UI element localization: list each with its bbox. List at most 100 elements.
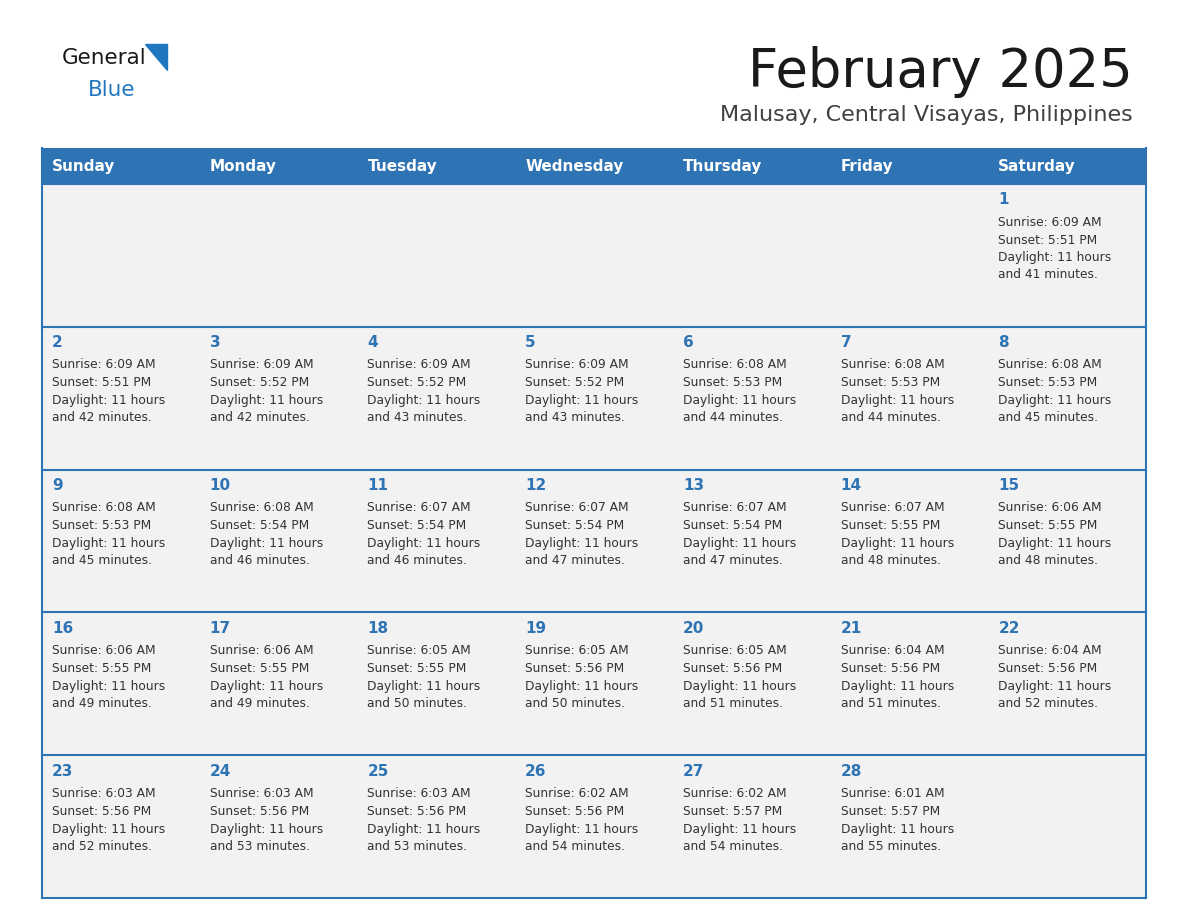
Text: Daylight: 11 hours: Daylight: 11 hours — [998, 252, 1112, 264]
Text: Sunrise: 6:03 AM: Sunrise: 6:03 AM — [210, 787, 314, 800]
Text: 9: 9 — [52, 478, 63, 493]
Text: Daylight: 11 hours: Daylight: 11 hours — [841, 537, 954, 550]
Bar — [42, 470, 1146, 612]
Text: Daylight: 11 hours: Daylight: 11 hours — [998, 537, 1112, 550]
Text: 17: 17 — [210, 621, 230, 636]
Bar — [42, 148, 1146, 184]
Text: and 51 minutes.: and 51 minutes. — [683, 697, 783, 710]
Text: Sunrise: 6:06 AM: Sunrise: 6:06 AM — [52, 644, 156, 657]
Text: and 49 minutes.: and 49 minutes. — [52, 697, 152, 710]
Text: and 48 minutes.: and 48 minutes. — [841, 554, 941, 567]
Text: Sunset: 5:56 PM: Sunset: 5:56 PM — [52, 805, 151, 818]
Text: Sunset: 5:54 PM: Sunset: 5:54 PM — [525, 519, 625, 532]
Text: and 52 minutes.: and 52 minutes. — [52, 840, 152, 853]
Text: Sunrise: 6:09 AM: Sunrise: 6:09 AM — [210, 358, 314, 371]
Text: February 2025: February 2025 — [748, 46, 1133, 98]
Text: and 44 minutes.: and 44 minutes. — [841, 411, 941, 424]
Text: 16: 16 — [52, 621, 74, 636]
Text: Daylight: 11 hours: Daylight: 11 hours — [52, 537, 165, 550]
Text: 19: 19 — [525, 621, 546, 636]
Text: 23: 23 — [52, 764, 74, 778]
Text: Daylight: 11 hours: Daylight: 11 hours — [367, 823, 481, 835]
Text: and 54 minutes.: and 54 minutes. — [525, 840, 625, 853]
Text: Sunrise: 6:04 AM: Sunrise: 6:04 AM — [998, 644, 1102, 657]
Text: Sunrise: 6:09 AM: Sunrise: 6:09 AM — [998, 216, 1102, 229]
Text: Sunrise: 6:02 AM: Sunrise: 6:02 AM — [683, 787, 786, 800]
Text: Thursday: Thursday — [683, 159, 763, 174]
Polygon shape — [145, 44, 168, 70]
Text: Sunrise: 6:07 AM: Sunrise: 6:07 AM — [841, 501, 944, 514]
Text: Sunrise: 6:05 AM: Sunrise: 6:05 AM — [367, 644, 472, 657]
Text: Sunrise: 6:09 AM: Sunrise: 6:09 AM — [367, 358, 472, 371]
Text: Daylight: 11 hours: Daylight: 11 hours — [683, 680, 796, 693]
Text: Daylight: 11 hours: Daylight: 11 hours — [998, 680, 1112, 693]
Text: and 53 minutes.: and 53 minutes. — [367, 840, 467, 853]
Text: Sunset: 5:52 PM: Sunset: 5:52 PM — [210, 376, 309, 389]
Text: Sunset: 5:55 PM: Sunset: 5:55 PM — [52, 662, 151, 675]
Text: Daylight: 11 hours: Daylight: 11 hours — [367, 537, 481, 550]
Text: and 41 minutes.: and 41 minutes. — [998, 268, 1098, 282]
Text: Daylight: 11 hours: Daylight: 11 hours — [210, 680, 323, 693]
Text: Daylight: 11 hours: Daylight: 11 hours — [683, 537, 796, 550]
Text: 28: 28 — [841, 764, 862, 778]
Text: Daylight: 11 hours: Daylight: 11 hours — [367, 680, 481, 693]
Text: and 45 minutes.: and 45 minutes. — [998, 411, 1098, 424]
Text: and 49 minutes.: and 49 minutes. — [210, 697, 310, 710]
Text: Sunset: 5:51 PM: Sunset: 5:51 PM — [52, 376, 151, 389]
Text: Sunset: 5:54 PM: Sunset: 5:54 PM — [367, 519, 467, 532]
Text: Sunday: Sunday — [52, 159, 115, 174]
Text: Daylight: 11 hours: Daylight: 11 hours — [998, 395, 1112, 408]
Text: and 47 minutes.: and 47 minutes. — [683, 554, 783, 567]
Text: 24: 24 — [210, 764, 232, 778]
Text: 11: 11 — [367, 478, 388, 493]
Text: 3: 3 — [210, 335, 220, 351]
Text: Daylight: 11 hours: Daylight: 11 hours — [52, 680, 165, 693]
Text: 8: 8 — [998, 335, 1009, 351]
Text: Sunrise: 6:03 AM: Sunrise: 6:03 AM — [52, 787, 156, 800]
Text: and 47 minutes.: and 47 minutes. — [525, 554, 625, 567]
Text: and 50 minutes.: and 50 minutes. — [525, 697, 625, 710]
Text: Sunrise: 6:09 AM: Sunrise: 6:09 AM — [52, 358, 156, 371]
Text: Daylight: 11 hours: Daylight: 11 hours — [210, 537, 323, 550]
Text: Sunrise: 6:08 AM: Sunrise: 6:08 AM — [841, 358, 944, 371]
Text: 5: 5 — [525, 335, 536, 351]
Text: Sunset: 5:54 PM: Sunset: 5:54 PM — [683, 519, 782, 532]
Text: Daylight: 11 hours: Daylight: 11 hours — [525, 537, 638, 550]
Text: Sunset: 5:51 PM: Sunset: 5:51 PM — [998, 233, 1098, 247]
Text: 20: 20 — [683, 621, 704, 636]
Text: Sunrise: 6:08 AM: Sunrise: 6:08 AM — [52, 501, 156, 514]
Text: and 42 minutes.: and 42 minutes. — [210, 411, 310, 424]
Text: Daylight: 11 hours: Daylight: 11 hours — [683, 395, 796, 408]
Text: Daylight: 11 hours: Daylight: 11 hours — [841, 395, 954, 408]
Text: Sunset: 5:55 PM: Sunset: 5:55 PM — [367, 662, 467, 675]
Text: Sunset: 5:53 PM: Sunset: 5:53 PM — [998, 376, 1098, 389]
Text: Sunset: 5:56 PM: Sunset: 5:56 PM — [841, 662, 940, 675]
Text: and 42 minutes.: and 42 minutes. — [52, 411, 152, 424]
Text: Sunrise: 6:07 AM: Sunrise: 6:07 AM — [525, 501, 628, 514]
Text: 26: 26 — [525, 764, 546, 778]
Text: and 52 minutes.: and 52 minutes. — [998, 697, 1098, 710]
Text: Sunset: 5:53 PM: Sunset: 5:53 PM — [683, 376, 782, 389]
Text: Sunset: 5:56 PM: Sunset: 5:56 PM — [210, 805, 309, 818]
Text: Sunset: 5:56 PM: Sunset: 5:56 PM — [367, 805, 467, 818]
Text: Tuesday: Tuesday — [367, 159, 437, 174]
Bar — [42, 327, 1146, 470]
Bar — [42, 612, 1146, 756]
Text: and 43 minutes.: and 43 minutes. — [525, 411, 625, 424]
Text: Sunrise: 6:08 AM: Sunrise: 6:08 AM — [998, 358, 1102, 371]
Text: Monday: Monday — [210, 159, 277, 174]
Text: Sunset: 5:56 PM: Sunset: 5:56 PM — [525, 805, 625, 818]
Text: and 43 minutes.: and 43 minutes. — [367, 411, 467, 424]
Text: 15: 15 — [998, 478, 1019, 493]
Text: Daylight: 11 hours: Daylight: 11 hours — [210, 395, 323, 408]
Text: Saturday: Saturday — [998, 159, 1076, 174]
Bar — [42, 756, 1146, 898]
Text: Sunset: 5:55 PM: Sunset: 5:55 PM — [210, 662, 309, 675]
Text: 12: 12 — [525, 478, 546, 493]
Bar — [42, 184, 1146, 327]
Text: Friday: Friday — [841, 159, 893, 174]
Text: 25: 25 — [367, 764, 388, 778]
Text: and 50 minutes.: and 50 minutes. — [367, 697, 467, 710]
Text: 6: 6 — [683, 335, 694, 351]
Text: Sunset: 5:52 PM: Sunset: 5:52 PM — [525, 376, 625, 389]
